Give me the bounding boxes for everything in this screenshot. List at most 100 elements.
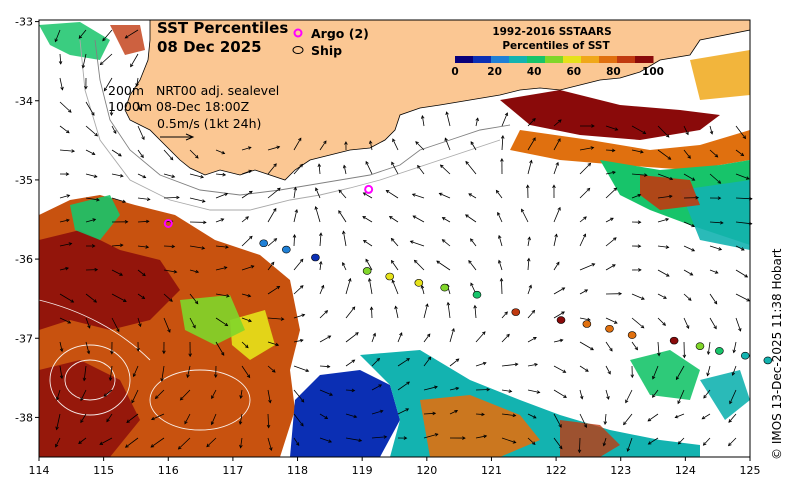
current-vector-arrow	[579, 389, 584, 400]
current-vector-arrow	[293, 208, 299, 223]
sst-patch-red-nw	[110, 25, 145, 55]
current-vector-arrow	[465, 160, 477, 175]
current-vector-arrow	[215, 218, 225, 223]
current-vector-arrow	[553, 119, 562, 127]
current-vector-arrow	[367, 277, 373, 295]
current-vector-arrow	[553, 413, 562, 428]
current-vector-arrow	[703, 389, 711, 399]
current-vector-arrow	[106, 413, 113, 423]
current-vector-arrow	[631, 193, 642, 199]
current-vector-arrow	[137, 293, 146, 300]
current-vector-arrow	[85, 101, 95, 116]
current-vector-arrow	[215, 192, 229, 199]
current-vector-arrow	[293, 389, 305, 403]
current-vector-arrow	[392, 138, 399, 151]
current-vector-arrow	[731, 365, 737, 376]
current-vector-arrow	[184, 413, 191, 425]
current-vector-arrow	[362, 192, 373, 199]
current-vector-arrow	[371, 357, 381, 367]
current-vector-arrow	[137, 101, 142, 111]
current-vector-arrow	[345, 306, 356, 319]
colorbar-segment	[581, 56, 600, 63]
lon-tick-label: 125	[740, 464, 761, 477]
current-vector-arrow	[59, 218, 70, 223]
current-vector-arrow	[85, 173, 98, 178]
current-vector-arrow	[342, 261, 347, 271]
current-vector-arrow	[397, 332, 403, 343]
current-vector-arrow	[111, 293, 127, 302]
current-vector-arrow	[497, 259, 503, 271]
current-vector-arrow	[150, 413, 165, 421]
current-vector-arrow	[85, 267, 99, 272]
current-vector-arrow	[475, 434, 488, 439]
colorbar-segment	[635, 56, 654, 63]
current-vector-arrow	[631, 341, 638, 351]
current-vector-arrow	[626, 437, 633, 452]
current-vector-arrow	[709, 125, 714, 135]
current-vector-arrow	[137, 149, 144, 159]
current-vector-arrow	[553, 311, 565, 319]
ship-legend-icon	[292, 46, 304, 54]
current-vector-arrow	[163, 195, 180, 200]
current-vector-arrow	[553, 138, 561, 151]
current-vector-arrow	[683, 317, 690, 330]
current-vector-arrow	[470, 141, 477, 151]
current-vector-arrow	[162, 341, 166, 355]
current-vector-arrow	[215, 149, 226, 155]
current-vector-arrow	[423, 411, 437, 416]
current-vector-arrow	[338, 189, 347, 199]
current-vector-arrow	[579, 413, 588, 429]
current-vector-arrow	[85, 125, 99, 137]
current-vector-arrow	[55, 413, 61, 431]
current-vector-arrow	[411, 193, 425, 199]
colorbar-segment	[527, 56, 546, 63]
current-vector-arrow	[605, 217, 614, 223]
depth-200m-label: 200m	[108, 83, 144, 98]
credit-label: © IMOS 13-Dec-2025 11:38 Hobart	[770, 248, 784, 460]
current-vector-arrow	[521, 208, 529, 223]
current-vector-arrow	[631, 173, 648, 177]
current-vector-arrow	[267, 261, 275, 271]
lon-tick-label: 114	[29, 464, 50, 477]
current-vector-arrow	[605, 237, 617, 247]
current-vector-arrow	[605, 291, 623, 296]
current-vector-arrow	[605, 389, 610, 400]
colorbar-segment	[491, 56, 510, 63]
current-vector-arrow	[82, 365, 87, 382]
current-vector-arrow	[85, 293, 98, 303]
current-vector-arrow	[500, 135, 505, 151]
current-vector-arrow	[189, 293, 199, 305]
current-vector-arrow	[527, 159, 533, 175]
current-vector-arrow	[103, 389, 113, 397]
percentile-colorbar-ticks: 0 20 40 60 80 100	[451, 66, 664, 78]
current-vector-arrow	[59, 125, 70, 134]
current-vector-arrow	[501, 311, 508, 319]
current-vector-arrow	[371, 384, 383, 391]
isobath-1000m	[79, 39, 501, 211]
ship-observation-point	[414, 279, 424, 287]
current-vector-arrow	[344, 141, 348, 151]
current-vector-arrow	[527, 309, 536, 319]
ship-observation-point	[740, 351, 750, 360]
current-vector-arrow	[631, 317, 645, 329]
current-vector-arrow	[111, 269, 124, 276]
current-vector-arrow	[497, 211, 503, 223]
current-vector-arrow	[177, 437, 191, 450]
current-vector-arrow	[85, 317, 91, 329]
current-vector-arrow	[211, 389, 217, 400]
current-vector-arrow	[409, 240, 425, 247]
argo-legend-label: Argo (2)	[311, 26, 369, 41]
lon-tick-label: 119	[352, 464, 373, 477]
current-vector-arrow	[441, 217, 451, 223]
current-vector-arrow	[111, 197, 127, 204]
current-vector-arrow	[137, 269, 146, 277]
current-vector-arrow	[319, 364, 331, 369]
current-vector-arrow	[131, 389, 139, 404]
current-vector-arrow	[702, 437, 711, 446]
current-vector-arrow	[266, 413, 271, 429]
current-vector-arrow	[186, 365, 191, 379]
current-vector-arrow	[371, 435, 388, 439]
current-vector-arrow	[683, 269, 694, 276]
current-vector-arrow	[267, 365, 276, 373]
sst-patch-darkred-east	[500, 90, 720, 140]
